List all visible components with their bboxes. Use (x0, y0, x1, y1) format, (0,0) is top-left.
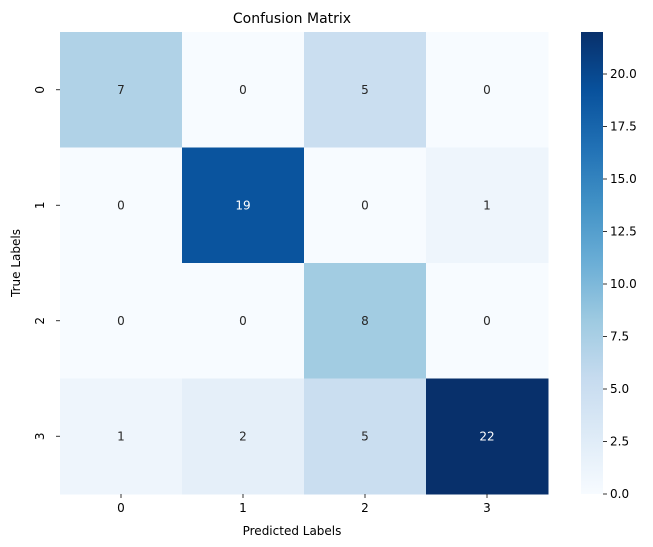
heatmap-cell (60, 378, 183, 495)
heatmap-cell (426, 378, 549, 495)
cell-value-label: 0 (239, 83, 247, 97)
cell-value-label: 5 (361, 429, 369, 443)
chart-title: Confusion Matrix (233, 11, 351, 27)
colorbar-tick-label: 7.5 (610, 330, 629, 344)
heatmap-cell (182, 147, 305, 264)
colorbar-tick-label: 0.0 (610, 487, 629, 501)
heatmap-cell (426, 147, 549, 264)
y-axis-label: True Labels (9, 229, 23, 298)
y-tick-label: 3 (33, 432, 47, 440)
heatmap-cell (60, 32, 183, 148)
heatmap-cell (60, 263, 183, 379)
x-tick-label: 3 (483, 501, 491, 515)
heatmap-cell (304, 32, 427, 148)
colorbar-tick-label: 5.0 (610, 382, 629, 396)
x-tick-label: 1 (239, 501, 247, 515)
y-axis-ticks: 0 1 2 3 (33, 86, 60, 440)
x-axis-ticks: 0 1 2 3 (117, 494, 491, 515)
x-tick-label: 2 (361, 501, 369, 515)
y-tick-label: 0 (33, 86, 47, 94)
cell-value-label: 7 (117, 83, 125, 97)
y-tick-label: 1 (33, 201, 47, 209)
cell-value-label: 0 (117, 198, 125, 212)
heatmap-cell (304, 378, 427, 495)
colorbar-tick-label: 15.0 (610, 172, 637, 186)
cell-value-label: 0 (361, 198, 369, 212)
cell-value-label: 0 (483, 314, 491, 328)
colorbar-tick-label: 17.5 (610, 120, 637, 134)
heatmap-cell (182, 32, 305, 148)
heatmap-cell (426, 32, 549, 148)
colorbar-tick-label: 2.5 (610, 435, 629, 449)
colorbar-tick-label: 20.0 (610, 67, 637, 81)
colorbar (581, 32, 603, 494)
x-axis-label: Predicted Labels (243, 524, 342, 538)
cell-value-label: 0 (239, 314, 247, 328)
cell-value-label: 1 (483, 198, 491, 212)
heatmap-cell (304, 147, 427, 264)
cell-value-label: 0 (483, 83, 491, 97)
heatmap-cell (426, 263, 549, 379)
cell-value-label: 8 (361, 314, 369, 328)
cell-value-label: 5 (361, 83, 369, 97)
colorbar-tick-label: 12.5 (610, 225, 637, 239)
cell-value-label: 2 (239, 429, 247, 443)
colorbar-ticks: 0.0 2.5 5.0 7.5 10.0 12.5 15.0 17.5 20.0 (603, 67, 637, 501)
heatmap-cells (60, 32, 549, 495)
y-tick-label: 2 (33, 317, 47, 325)
heatmap-cell (304, 263, 427, 379)
cell-value-label: 19 (235, 198, 250, 212)
x-tick-label: 0 (117, 501, 125, 515)
heatmap-cell (182, 263, 305, 379)
cell-value-label: 0 (117, 314, 125, 328)
cell-value-label: 1 (117, 429, 125, 443)
cell-value-label: 22 (479, 429, 494, 443)
heatmap-cell (182, 378, 305, 495)
heatmap-cell-labels: 7 0 5 0 0 19 0 1 0 0 8 0 1 2 5 22 (117, 83, 494, 444)
colorbar-tick-label: 10.0 (610, 277, 637, 291)
heatmap-cell (60, 147, 183, 264)
